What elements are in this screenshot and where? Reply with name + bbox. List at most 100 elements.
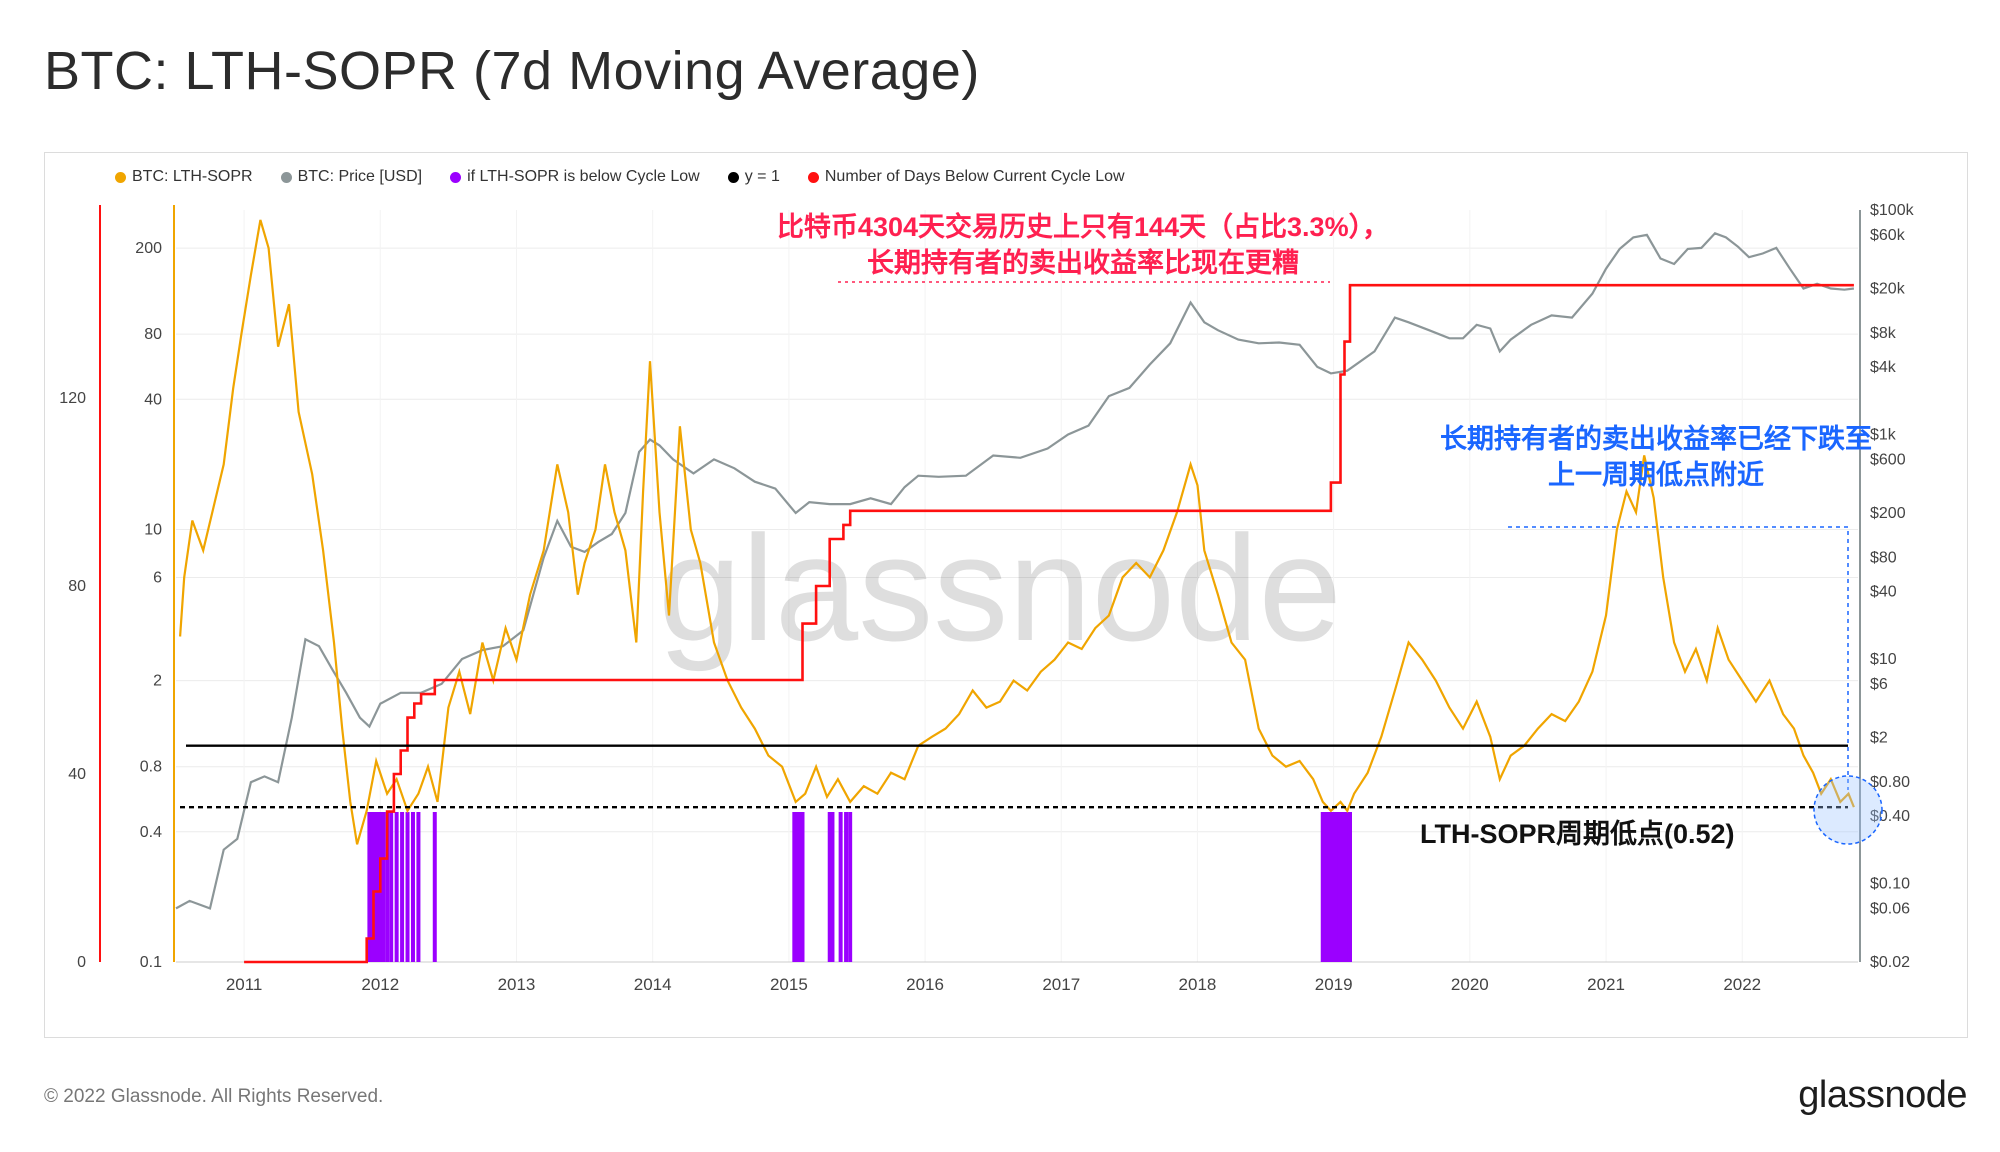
x-tick-label: 2020 <box>1451 975 1489 994</box>
sopr-tick-label: 80 <box>144 326 162 343</box>
price-tick-label: $4k <box>1870 359 1897 376</box>
x-tick-label: 2013 <box>498 975 536 994</box>
price-axis: $0.02$0.06$0.10$0.40$0.80$2$6$10$40$80$2… <box>1870 202 1915 971</box>
below-cycle-low-bar <box>830 812 835 962</box>
below-cycle-low-bar <box>1345 812 1350 962</box>
below-cycle-low-bar <box>1331 812 1336 962</box>
legend-label: if LTH-SOPR is below Cycle Low <box>467 168 700 185</box>
price-tick-label: $0.10 <box>1870 876 1910 893</box>
legend-label: BTC: LTH-SOPR <box>132 168 253 185</box>
axis-lines <box>99 205 1861 963</box>
below-cycle-low-bar <box>370 812 375 962</box>
price-tick-label: $60k <box>1870 227 1906 244</box>
below-cycle-low-bar <box>797 812 802 962</box>
below-cycle-low-bar <box>372 812 377 962</box>
below-cycle-low-bar <box>367 812 372 962</box>
legend-dot-icon <box>280 171 292 183</box>
days-below-tick-label: 80 <box>68 578 86 595</box>
below-cycle-low-bar <box>385 812 390 962</box>
legend-label: y = 1 <box>744 168 780 185</box>
price-tick-label: $10 <box>1870 651 1897 668</box>
days-below-tick-label: 40 <box>68 766 86 783</box>
sopr-axis: 0.1 0.4 0.8 2 6 10 40 80 200 <box>135 240 162 971</box>
days-below-series-line <box>244 283 1854 964</box>
x-tick-label: 2015 <box>770 975 808 994</box>
price-tick-label: $0.06 <box>1870 900 1910 917</box>
price-tick-label: $100k <box>1870 202 1915 219</box>
sopr-tick-label: 6 <box>153 569 162 586</box>
below-cycle-low-bar <box>394 812 399 962</box>
top-annotation-line1: 比特币4304天交易历史上只有144天（占比3.3%）， <box>777 211 1389 242</box>
sopr-tick-label: 40 <box>144 391 162 408</box>
indicator-bars <box>367 812 1352 962</box>
right-annotation-line1: 长期持有者的卖出收益率已经下跌至 <box>1440 423 1872 454</box>
right-annotation-line2: 上一周期低点附近 <box>1548 460 1764 490</box>
x-tick-label: 2022 <box>1723 975 1761 994</box>
below-cycle-low-bar <box>375 812 380 962</box>
legend-dot-icon <box>450 171 462 183</box>
below-cycle-low-bar <box>1342 812 1347 962</box>
below-cycle-low-bar <box>838 812 843 962</box>
x-tick-label: 2017 <box>1042 975 1080 994</box>
price-tick-label: $1k <box>1870 427 1897 444</box>
below-cycle-low-bar <box>1347 812 1352 962</box>
below-cycle-low-bar <box>1323 812 1328 962</box>
legend-label: BTC: Price [USD] <box>297 168 423 185</box>
below-cycle-low-bar <box>1320 812 1325 962</box>
legend-item-days-below[interactable]: Number of Days Below Current Cycle Low <box>807 168 1125 186</box>
below-cycle-low-bar <box>432 812 437 962</box>
chart-panel <box>44 152 1968 1038</box>
watermark: glassnode <box>658 504 1342 672</box>
price-tick-label: $20k <box>1870 280 1906 297</box>
copyright-text: © 2022 Glassnode. All Rights Reserved. <box>44 1086 384 1107</box>
below-cycle-low-bar <box>1334 812 1339 962</box>
days-below-axis: 0 40 80 120 <box>59 390 86 971</box>
below-cycle-low-bar <box>405 812 410 962</box>
legend-item-price[interactable]: BTC: Price [USD] <box>280 168 423 186</box>
days-below-tick-label: 120 <box>59 390 86 407</box>
x-tick-label: 2011 <box>226 975 263 994</box>
price-tick-label: $40 <box>1870 583 1897 600</box>
sopr-tick-label: 10 <box>144 521 162 538</box>
current-value-highlight <box>1813 775 1883 845</box>
legend-item-y-equals-1[interactable]: y = 1 <box>727 168 780 186</box>
price-tick-label: $200 <box>1870 505 1906 522</box>
x-tick-label: 2014 <box>634 975 672 994</box>
legend-dot-icon <box>115 171 126 183</box>
sopr-tick-label: 0.1 <box>140 954 162 971</box>
below-cycle-low-bar <box>1337 812 1342 962</box>
price-tick-label: $0.02 <box>1870 954 1910 971</box>
x-tick-label: 2018 <box>1179 975 1217 994</box>
right-annotation-bracket <box>1508 526 1849 790</box>
below-cycle-low-bar <box>795 812 800 962</box>
below-cycle-low-bar <box>381 812 386 962</box>
below-cycle-low-bar <box>1328 812 1333 962</box>
top-annotation-line2: 长期持有者的卖出收益率比现在更糟 <box>867 247 1299 278</box>
below-cycle-low-bar <box>400 812 405 962</box>
x-tick-label: 2021 <box>1587 975 1625 994</box>
below-cycle-low-bar <box>1326 812 1331 962</box>
chart-legend: BTC: LTH-SOPR BTC: Price [USD] if LTH-SO… <box>115 168 1125 186</box>
below-cycle-low-bar <box>800 812 805 962</box>
sopr-tick-label: 2 <box>153 673 162 690</box>
price-series-line <box>175 232 1855 910</box>
page-title: BTC: LTH-SOPR (7d Moving Average) <box>44 41 980 101</box>
price-tick-label: $600 <box>1870 451 1906 468</box>
below-cycle-low-bar <box>848 812 853 962</box>
x-tick-label: 2012 <box>361 975 399 994</box>
cycle-low-label: LTH-SOPR周期低点(0.52) <box>1420 819 1735 849</box>
legend-item-below-cycle-low[interactable]: if LTH-SOPR is below Cycle Low <box>450 168 700 186</box>
below-cycle-low-bar <box>416 812 421 962</box>
legend-dot-icon <box>807 171 819 183</box>
lth-sopr-series-line <box>179 219 1855 845</box>
below-cycle-low-bar <box>1339 812 1344 962</box>
below-cycle-low-bar <box>792 812 797 962</box>
glassnode-logo[interactable]: glassnode <box>1798 1074 1967 1116</box>
legend-item-lth-sopr[interactable]: BTC: LTH-SOPR <box>115 168 253 186</box>
legend-label: Number of Days Below Current Cycle Low <box>824 168 1125 185</box>
price-tick-label: $6 <box>1870 676 1888 693</box>
days-below-tick-label: 0 <box>77 954 86 971</box>
below-cycle-low-bar <box>410 812 415 962</box>
below-cycle-low-bar <box>389 812 394 962</box>
